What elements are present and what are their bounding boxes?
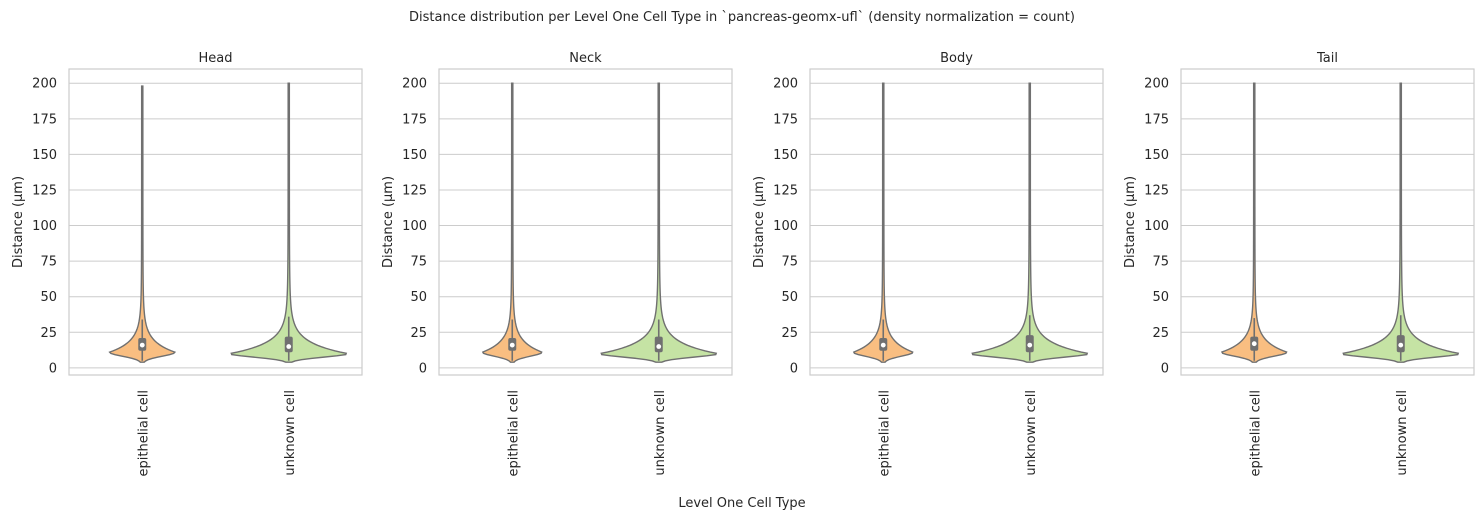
y-tick-label: 100	[773, 219, 798, 234]
median-marker	[286, 344, 292, 349]
y-tick-label: 150	[32, 148, 57, 163]
y-tick-label: 0	[1161, 361, 1169, 376]
x-tick-label: unknown cell	[1024, 390, 1039, 476]
violin-unknown-cell	[230, 82, 348, 363]
y-axis-label: Distance (µm)	[752, 176, 767, 268]
y-tick-label: 125	[402, 183, 427, 198]
axes-frame	[809, 68, 1104, 376]
y-tick-label: 50	[40, 290, 57, 305]
y-tick-label: 175	[402, 112, 427, 127]
y-tick-label: 75	[1152, 255, 1169, 270]
y-tick-label: 50	[1152, 290, 1169, 305]
violin-epithelial-cell	[481, 82, 543, 363]
y-tick-label: 75	[410, 255, 427, 270]
y-tick-label: 25	[40, 326, 57, 341]
panel-tail: 0 25 50 75 100 125 150 175 200 Tail Distance (µm) e…	[1123, 51, 1475, 477]
y-tick-label: 125	[1144, 183, 1169, 198]
x-tick-label: unknown cell	[1395, 390, 1410, 476]
panel-head: 0 25 50 75 100 125 150 175 200 Head Distance (µm) e…	[11, 51, 363, 477]
violin-unknown-cell	[600, 82, 718, 363]
y-tick-label: 150	[402, 148, 427, 163]
axes-frame	[438, 68, 733, 376]
y-tick-label: 100	[32, 219, 57, 234]
median-marker	[139, 342, 145, 348]
x-tick-label: epithelial cell	[877, 390, 892, 477]
y-tick-label: 75	[40, 255, 57, 270]
panel-title: Tail	[1316, 51, 1338, 66]
panel-title: Body	[940, 51, 973, 66]
panel-body: 0 25 50 75 100 125 150 175 200 Body Distance (µm) e…	[752, 51, 1104, 477]
panel-neck: 0 25 50 75 100 125 150 175 200 Neck Distance (µm) e…	[381, 51, 733, 477]
axes-frame	[1180, 68, 1475, 376]
violin-epithelial-cell	[1220, 82, 1288, 363]
panel-title: Head	[199, 51, 233, 66]
y-tick-label: 200	[32, 77, 57, 92]
y-tick-label: 0	[790, 361, 798, 376]
violin-unknown-cell	[971, 82, 1089, 363]
y-axis-label: Distance (µm)	[11, 176, 26, 268]
violin-unknown-cell	[1342, 82, 1460, 363]
y-tick-label: 0	[49, 361, 57, 376]
x-tick-label: unknown cell	[283, 390, 298, 476]
violin-epithelial-cell	[852, 82, 914, 363]
median-marker	[880, 342, 886, 348]
x-tick-label: unknown cell	[653, 390, 668, 476]
y-tick-label: 50	[781, 290, 798, 305]
y-tick-label: 175	[1144, 112, 1169, 127]
y-tick-label: 100	[1144, 219, 1169, 234]
x-axis-label: Level One Cell Type	[678, 496, 805, 511]
axes-frame	[68, 68, 363, 376]
median-marker	[1027, 342, 1033, 348]
median-marker	[509, 342, 515, 348]
y-tick-label: 150	[773, 148, 798, 163]
y-tick-label: 175	[773, 112, 798, 127]
median-marker	[1251, 341, 1257, 347]
x-tick-label: epithelial cell	[1248, 390, 1263, 477]
y-tick-label: 100	[402, 219, 427, 234]
y-axis-label: Distance (µm)	[1123, 176, 1138, 268]
x-tick-label: epithelial cell	[506, 390, 521, 477]
y-tick-label: 200	[1144, 77, 1169, 92]
y-tick-label: 0	[419, 361, 427, 376]
x-tick-label: epithelial cell	[136, 390, 151, 477]
y-axis-label: Distance (µm)	[381, 176, 396, 268]
y-tick-label: 150	[1144, 148, 1169, 163]
y-tick-label: 200	[773, 77, 798, 92]
y-tick-label: 75	[781, 255, 798, 270]
panel-title: Neck	[569, 51, 602, 66]
y-tick-label: 25	[1152, 326, 1169, 341]
y-tick-label: 25	[410, 326, 427, 341]
median-marker	[656, 344, 662, 349]
y-tick-label: 200	[402, 77, 427, 92]
y-tick-label: 175	[32, 112, 57, 127]
figure-title: Distance distribution per Level One Cell…	[409, 10, 1075, 25]
y-tick-label: 125	[32, 183, 57, 198]
y-tick-label: 125	[773, 183, 798, 198]
y-tick-label: 25	[781, 326, 798, 341]
y-tick-label: 50	[410, 290, 427, 305]
median-marker	[1398, 342, 1404, 348]
violin-epithelial-cell	[108, 85, 177, 363]
